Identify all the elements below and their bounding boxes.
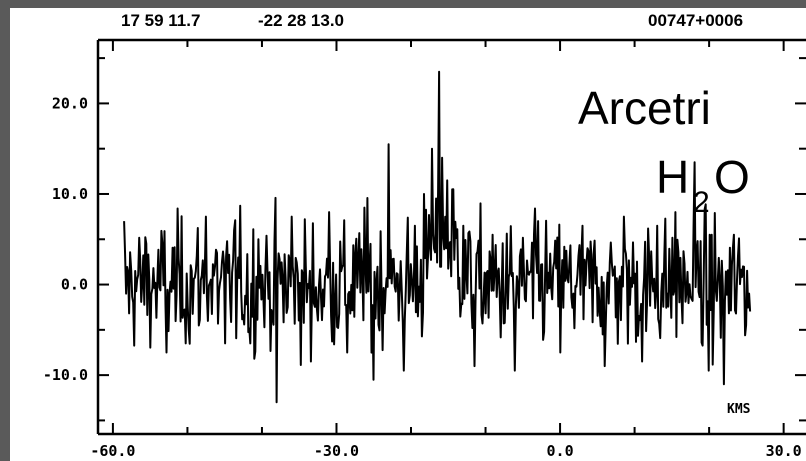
y-tick-labels: -10.0 0.0 10.0 20.0 — [43, 94, 88, 384]
x-tick-labels: -60.0 -30.0 0.0 30.0 — [90, 442, 801, 460]
x-tick-label: -30.0 — [314, 442, 359, 460]
annotation-molecule-subscript: 2 — [693, 186, 710, 219]
frame-left — [0, 0, 10, 461]
header-source-id: 00747+0006 — [648, 11, 743, 30]
spectrum-line — [123, 70, 752, 404]
y-tick-label: 0.0 — [61, 276, 88, 294]
x-tick-label: 30.0 — [766, 442, 802, 460]
annotation-observatory: Arcetri — [578, 82, 711, 134]
x-axis-unit-label: KMS — [727, 402, 751, 417]
y-tick-label: 10.0 — [52, 185, 88, 203]
header-dec: -22 28 13.0 — [258, 11, 344, 30]
header-ra: 17 59 11.7 — [121, 11, 200, 30]
annotation-molecule-o: O — [714, 151, 750, 203]
axis-ticks — [98, 40, 806, 434]
y-tick-label: -10.0 — [43, 366, 88, 384]
axes-frame — [96, 38, 806, 436]
x-tick-label: 0.0 — [547, 442, 574, 460]
annotation-molecule-h: H — [656, 151, 689, 203]
frame-top — [0, 0, 806, 8]
x-tick-label: -60.0 — [90, 442, 135, 460]
y-tick-label: 20.0 — [52, 94, 88, 112]
series-group — [123, 70, 752, 404]
